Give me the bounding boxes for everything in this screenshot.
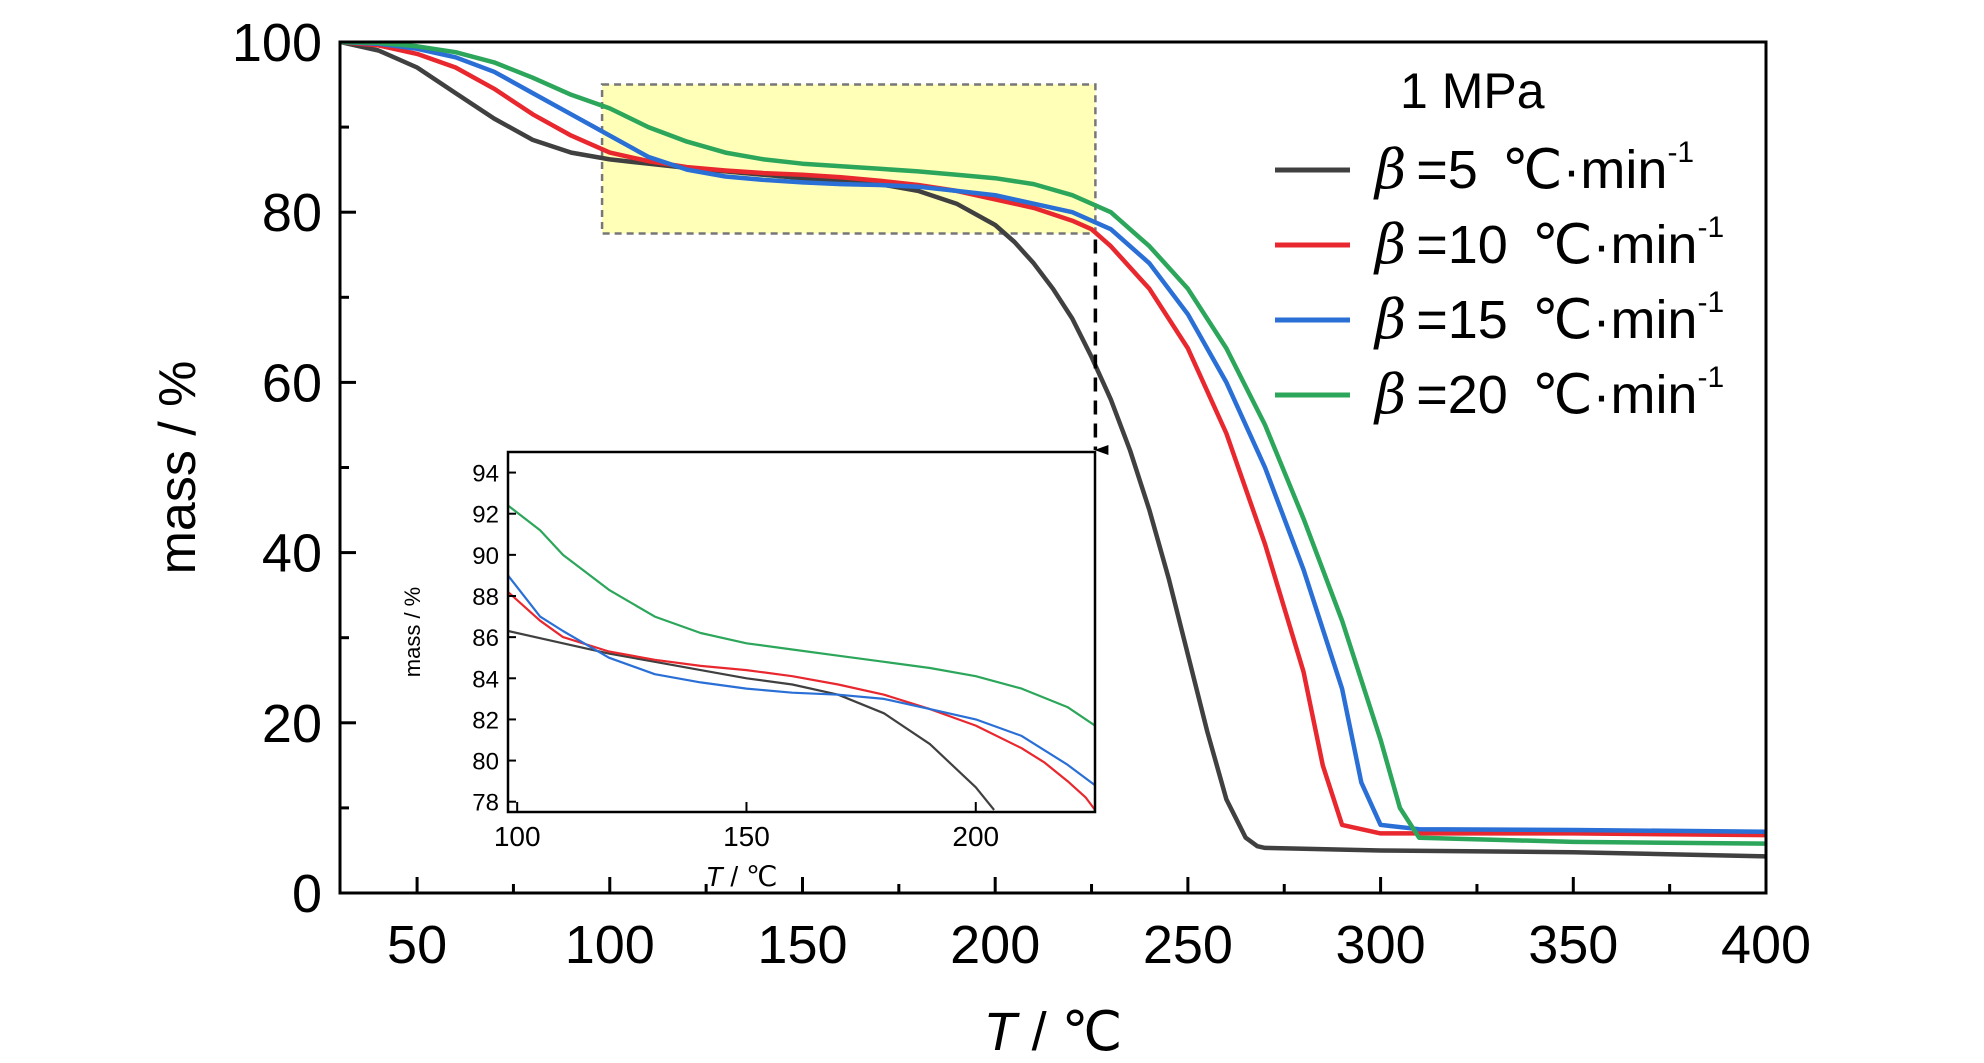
inset-y-tick-label: 82 bbox=[472, 707, 499, 734]
inset-series-line-2 bbox=[508, 591, 1095, 811]
main-x-tick-label: 300 bbox=[1336, 915, 1426, 975]
inset-y-tick-label: 78 bbox=[472, 790, 499, 817]
main-x-tick-label: 150 bbox=[757, 915, 847, 975]
inset-series-line-1 bbox=[508, 629, 995, 811]
legend-title: 1 MPa bbox=[1400, 63, 1545, 119]
main-x-tick-label: 100 bbox=[565, 915, 655, 975]
main-x-axis-label: T / ℃ bbox=[984, 1002, 1123, 1062]
main-y-tick-label: 20 bbox=[262, 694, 322, 754]
main-x-tick-label: 400 bbox=[1721, 915, 1811, 975]
inset-background bbox=[508, 452, 1095, 812]
main-x-tick-label: 200 bbox=[950, 915, 1040, 975]
inset-x-tick-label: 200 bbox=[952, 821, 999, 852]
legend-entry-2: β =10 ℃·min-1 bbox=[1373, 211, 1724, 276]
inset-y-tick-label: 90 bbox=[472, 543, 499, 570]
inset-y-tick-label: 86 bbox=[472, 625, 499, 652]
main-series-line-3 bbox=[340, 42, 1766, 834]
main-x-tick-label: 350 bbox=[1528, 915, 1618, 975]
inset-y-tick-label: 94 bbox=[472, 461, 499, 488]
inset-x-axis-label-unit: / ℃ bbox=[723, 861, 778, 892]
main-series-line-4 bbox=[340, 42, 1766, 846]
main-y-tick-label: 80 bbox=[262, 183, 322, 243]
main-x-axis-label-symbol: T bbox=[984, 1002, 1021, 1062]
inset-y-tick-label: 84 bbox=[472, 666, 499, 693]
main-series-group bbox=[340, 42, 1766, 859]
inset-x-axis-label-symbol: T bbox=[706, 861, 725, 892]
legend-entry-1: β =5 ℃·min-1 bbox=[1373, 136, 1694, 201]
highlight-box bbox=[600, 83, 1097, 235]
main-y-tick-label: 0 bbox=[292, 864, 322, 924]
main-y-tick-label: 60 bbox=[262, 353, 322, 413]
main-y-axis-label: mass / % bbox=[149, 361, 207, 575]
main-x-tick-label: 50 bbox=[387, 915, 447, 975]
main-series-line-1 bbox=[340, 42, 1766, 859]
inset-plot-frame bbox=[506, 450, 1097, 814]
main-x-axis-label-unit: / ℃ bbox=[1017, 1002, 1123, 1062]
inset-x-tick-label: 150 bbox=[723, 821, 770, 852]
main-y-tick-label: 40 bbox=[262, 524, 322, 584]
inset-y-tick-label: 92 bbox=[472, 502, 499, 529]
legend: 1 MPa β =5 ℃·min-1 β =10 ℃·min-1 β =15 ℃·min-1 β =… bbox=[1275, 63, 1724, 426]
inset-y-axis-label: mass / % bbox=[400, 587, 425, 677]
main-axis-ticks: 50 100 150 200 250 300 350 400 0 20 40 60 80 100 bbox=[232, 13, 1811, 975]
inset-series-group bbox=[508, 504, 1095, 811]
legend-entry-4: β =20 ℃·min-1 bbox=[1373, 361, 1724, 426]
inset-x-tick-label: 100 bbox=[494, 821, 541, 852]
inset-axis-ticks: 100 150 200 78 80 82 84 86 88 90 92 94 bbox=[472, 461, 999, 852]
main-x-tick-label: 250 bbox=[1143, 915, 1233, 975]
inset-y-tick-label: 88 bbox=[472, 584, 499, 611]
inset-x-axis-label: T / ℃ bbox=[706, 861, 778, 892]
legend-entry-3: β =15 ℃·min-1 bbox=[1373, 286, 1724, 351]
inset-y-tick-label: 80 bbox=[472, 749, 499, 776]
inset-series-line-4 bbox=[508, 504, 1095, 727]
main-y-tick-label: 100 bbox=[232, 13, 322, 73]
inset-series-line-3 bbox=[508, 574, 1095, 787]
